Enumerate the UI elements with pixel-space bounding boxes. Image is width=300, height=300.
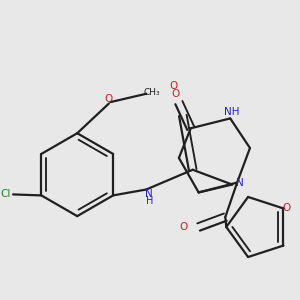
Text: N: N: [146, 189, 153, 199]
Text: NH: NH: [224, 107, 239, 117]
Text: O: O: [105, 94, 113, 104]
Text: N: N: [236, 178, 244, 188]
Text: Cl: Cl: [1, 189, 11, 200]
Text: O: O: [282, 203, 290, 213]
Text: H: H: [146, 196, 153, 206]
Text: O: O: [180, 222, 188, 232]
Text: O: O: [170, 81, 178, 91]
Text: CH₃: CH₃: [144, 88, 160, 97]
Text: O: O: [172, 89, 180, 99]
